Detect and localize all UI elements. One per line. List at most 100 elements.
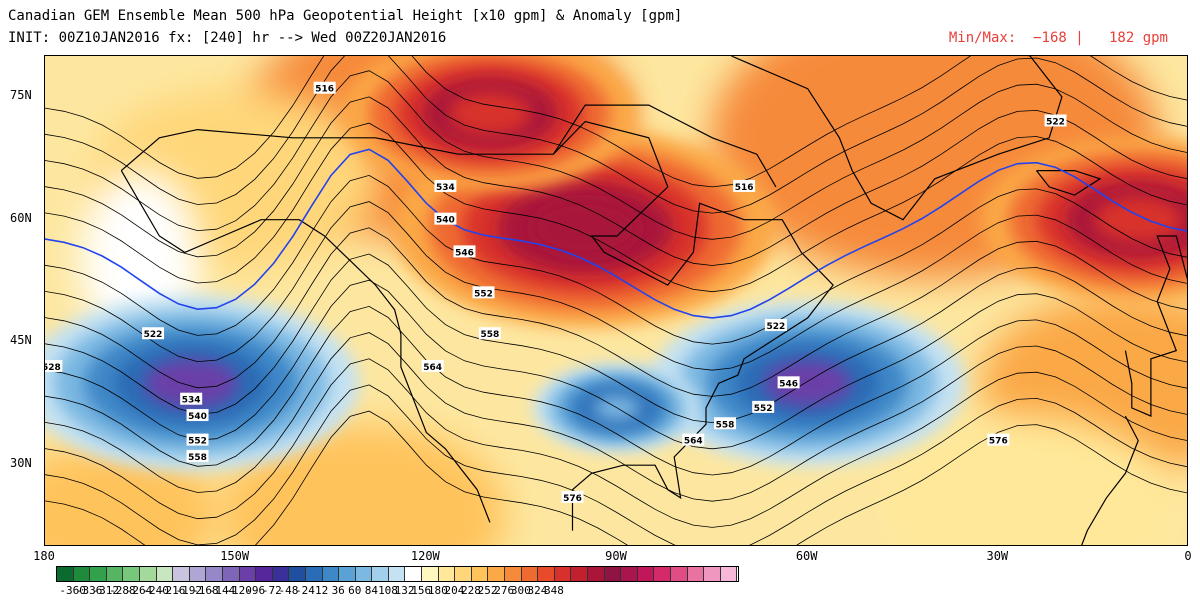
height-contour — [45, 305, 1187, 476]
color-scale-label: -24 — [295, 584, 315, 597]
color-scale-label: -48 — [278, 584, 299, 597]
color-scale-swatch — [438, 567, 456, 581]
contour-label-text: 564 — [684, 437, 703, 447]
contour-label-box — [434, 212, 457, 225]
contour-label-text: 576 — [989, 437, 1008, 447]
color-scale-swatch — [355, 567, 373, 581]
color-scale-label: 276 — [494, 584, 515, 597]
contour-label-text: 516 — [315, 85, 334, 95]
contour-label-text: 546 — [779, 379, 798, 389]
height-contour — [45, 253, 1187, 424]
contour-label-box — [472, 286, 495, 299]
color-scale-label: 108 — [378, 584, 398, 597]
contour-label: 516 — [733, 179, 756, 193]
color-scale-swatch — [505, 567, 522, 581]
color-scale-swatch — [57, 567, 74, 581]
color-scale-swatch — [621, 567, 638, 581]
height-contour — [45, 279, 1187, 450]
contour-540-line — [45, 148, 1187, 319]
contour-label-text: 534 — [182, 396, 201, 406]
color-scale-label: -96 — [245, 584, 266, 597]
coastlines — [120, 56, 1187, 545]
color-scale-label: -168 — [192, 584, 219, 597]
color-scale-label: 60 — [348, 584, 362, 597]
color-scale-swatch — [388, 567, 406, 581]
color-scale-label: -72 — [261, 584, 282, 597]
color-scale-swatch — [422, 567, 439, 581]
longitude-label: 120W — [410, 549, 440, 563]
longitude-label: 60W — [795, 549, 818, 563]
color-scale-swatch — [654, 567, 671, 581]
coastline — [1124, 235, 1187, 418]
contour-label-box — [421, 359, 444, 372]
color-scale-swatch — [123, 567, 140, 581]
contour-label-box — [752, 400, 775, 413]
color-scale-swatch — [322, 567, 340, 581]
contour-label: 564 — [421, 359, 444, 373]
color-scale-swatch — [139, 567, 157, 581]
contour-label: 522 — [764, 319, 787, 332]
contour-label-text: 522 — [1046, 117, 1065, 127]
color-scale-label: -240 — [142, 584, 169, 597]
contour-label-box — [1044, 114, 1067, 127]
contour-label-text: 522 — [144, 330, 163, 340]
contour-label-text: 564 — [423, 363, 442, 373]
height-contour — [45, 332, 1187, 502]
color-scale-swatch — [289, 567, 306, 581]
color-scale-label: 228 — [461, 584, 481, 597]
contour-label-box — [682, 433, 705, 446]
color-scale-swatch — [239, 567, 257, 581]
anomaly-center — [144, 358, 239, 408]
contour-label: 540 — [434, 212, 457, 226]
color-scale-swatch — [455, 567, 472, 581]
contour-label: 558 — [714, 417, 737, 430]
color-scale-swatch — [704, 567, 721, 581]
color-scale-swatch — [687, 567, 705, 581]
contour-label-text: 546 — [455, 248, 474, 258]
contour-label: 552 — [472, 286, 495, 299]
color-scale-label: 132 — [394, 584, 415, 597]
contour-label-box — [186, 449, 209, 462]
color-scale-swatch — [588, 567, 605, 581]
contour-label-text: 534 — [436, 183, 455, 193]
color-scale-swatch — [471, 567, 489, 581]
color-scale-swatch — [106, 567, 124, 581]
height-contour — [45, 56, 1187, 188]
contour-label: 522 — [142, 327, 165, 340]
contour-label: 546 — [453, 245, 476, 258]
contour-label: 564 — [682, 433, 705, 447]
height-contour — [45, 201, 1187, 371]
coastline — [120, 170, 491, 523]
latitude-label: 30N — [10, 456, 32, 471]
color-scale-swatch — [488, 567, 506, 581]
color-scale-swatch — [554, 567, 572, 581]
contour-label-box — [180, 392, 203, 405]
contour-label: 558 — [186, 449, 209, 463]
contour-label-text: 516 — [735, 183, 754, 193]
anomaly-map: 516 522 528 534 540 552 558 534 540 546 552 558 564 5… — [45, 56, 1187, 545]
color-scale-label: 252 — [477, 584, 498, 597]
anomaly-center — [448, 91, 532, 135]
longitude-label: 0 — [1184, 549, 1192, 563]
latitude-label: 60N — [10, 210, 32, 225]
contour-label-box — [186, 409, 209, 422]
color-scale-label: -192 — [175, 584, 203, 597]
color-scale-label: -216 — [158, 584, 186, 597]
longitude-label: 180 — [33, 549, 55, 563]
height-contour — [45, 70, 1187, 240]
contour-label: 540 — [186, 409, 209, 422]
color-scale-label: 324 — [527, 584, 548, 597]
contour-label-text: 558 — [480, 330, 499, 340]
color-scale-swatch — [173, 567, 190, 581]
contour-label-text: 552 — [754, 404, 773, 414]
contour-label-box — [733, 179, 756, 192]
contour-label: 552 — [186, 433, 209, 447]
contour-label-text: 552 — [474, 289, 493, 299]
map-panel: 516 522 528 534 540 552 558 534 540 546 552 558 564 5… — [44, 55, 1188, 546]
color-scale-swatch — [405, 567, 423, 581]
color-scale-label: -288 — [109, 584, 136, 597]
height-contour — [45, 358, 1187, 528]
contour-label: 516 — [313, 81, 336, 95]
color-scale-swatch — [305, 567, 323, 581]
color-scale-label: 348 — [544, 584, 564, 597]
